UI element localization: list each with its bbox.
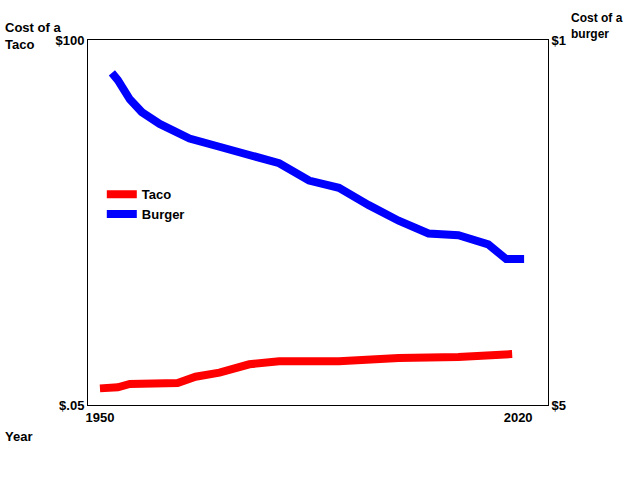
svg-text:Cost of aburger: Cost of aburger bbox=[571, 11, 623, 41]
svg-text:Cost of aTaco: Cost of aTaco bbox=[5, 20, 61, 52]
svg-text:$100: $100 bbox=[55, 33, 84, 48]
svg-text:Year: Year bbox=[5, 429, 32, 444]
svg-text:1950: 1950 bbox=[85, 410, 114, 425]
svg-text:$5: $5 bbox=[552, 398, 566, 413]
svg-text:$.05: $.05 bbox=[59, 398, 84, 413]
svg-text:Burger: Burger bbox=[142, 207, 185, 222]
svg-text:Taco: Taco bbox=[142, 187, 171, 202]
svg-text:$1: $1 bbox=[552, 33, 566, 48]
svg-text:2020: 2020 bbox=[504, 410, 533, 425]
